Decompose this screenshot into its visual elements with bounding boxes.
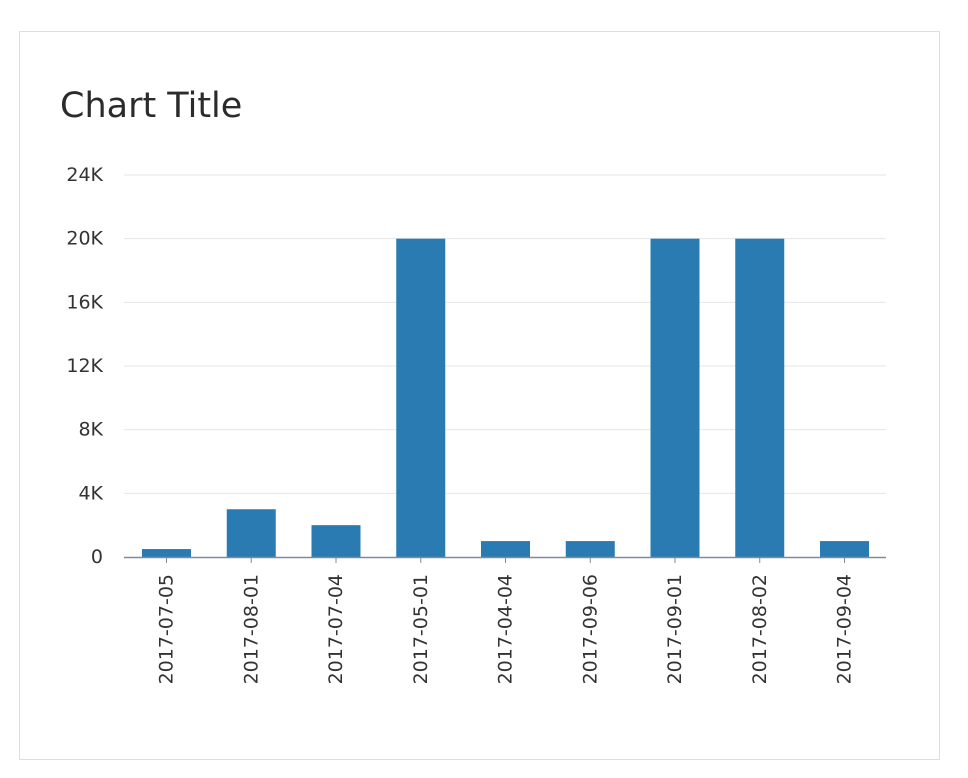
x-tick-label: 2017-08-01: [240, 574, 262, 684]
bar: [565, 541, 615, 557]
bar: [396, 238, 446, 557]
x-tick-label: 2017-05-01: [410, 574, 432, 684]
y-tick-label: 20K: [66, 228, 103, 250]
bar: [226, 509, 276, 557]
bar: [481, 541, 530, 557]
y-tick-label: 12K: [66, 355, 103, 377]
chart-title: Chart Title: [60, 86, 243, 126]
bars: [142, 238, 869, 557]
y-tick-label: 16K: [66, 291, 103, 313]
bar: [311, 525, 361, 557]
x-tick-label: 2017-09-04: [834, 574, 856, 684]
bar: [735, 238, 785, 557]
bar: [820, 541, 869, 557]
x-tick-label: 2017-09-01: [664, 574, 686, 684]
x-tick-label: 2017-09-06: [579, 574, 601, 684]
y-axis-tick-labels: 0 4K 8K 12K 16K 20K 24K: [66, 164, 103, 568]
x-axis-tick-labels: 2017-07-05 2017-08-01 2017-07-04 2017-05-01…: [156, 557, 856, 684]
bar: [650, 238, 700, 557]
y-tick-label: 8K: [78, 419, 103, 441]
chart-card: [19, 31, 940, 760]
bar: [142, 549, 191, 557]
x-tick-label: 2017-08-02: [749, 574, 771, 684]
y-tick-label: 0: [91, 546, 103, 568]
x-tick-label: 2017-07-05: [156, 574, 178, 684]
x-tick-label: 2017-07-04: [325, 574, 347, 684]
y-tick-label: 4K: [78, 482, 103, 504]
y-tick-label: 24K: [66, 164, 103, 186]
x-tick-label: 2017-04-04: [495, 574, 517, 684]
